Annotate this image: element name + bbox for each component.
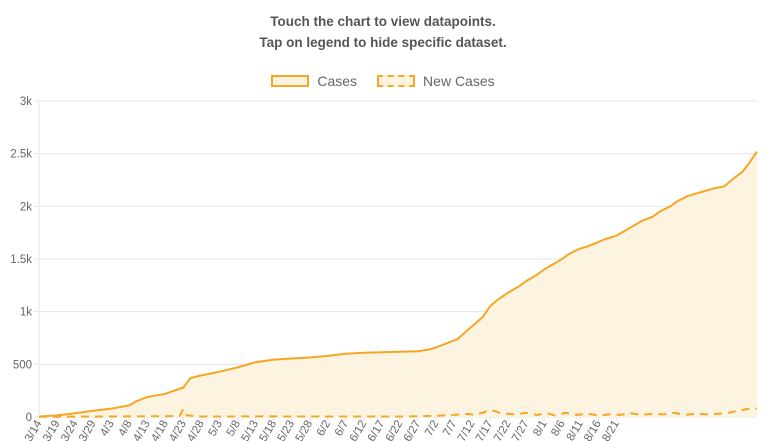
legend-label-cases: Cases <box>317 73 358 89</box>
y-tick-label: 1.5k <box>10 254 32 266</box>
x-tick-label: 8/1 <box>531 419 549 439</box>
y-tick-label: 0 <box>26 412 32 424</box>
y-tick-label: 500 <box>13 359 32 371</box>
x-tick-label: 5/3 <box>207 419 225 439</box>
x-axis-ticks: 3/143/193/243/29 4/3 4/84/134/184/234/28 5/… <box>23 418 622 441</box>
series-line-cases[interactable] <box>38 151 758 418</box>
instruction-line-1: Touch the chart to view datapoints. <box>270 14 496 29</box>
instruction-line-2: Tap on legend to hide specific dataset. <box>259 35 507 50</box>
legend-item-cases[interactable]: Cases <box>271 73 357 89</box>
y-tick-label: 2.5k <box>10 149 32 161</box>
x-tick-label: 7/2 <box>423 419 441 439</box>
x-tick-label: 3/29 <box>77 419 99 441</box>
legend-swatch-dashed <box>377 75 416 87</box>
chart-series <box>38 151 758 418</box>
chart-instructions: Touch the chart to view datapoints. Tap … <box>0 11 766 53</box>
x-tick-label: 4/28 <box>185 419 207 441</box>
x-tick-label: 6/27 <box>402 419 424 441</box>
x-tick-label: 4/3 <box>98 419 116 439</box>
series-line-new-cases[interactable] <box>38 407 758 418</box>
y-tick-label: 1k <box>20 307 32 319</box>
x-tick-label: 5/28 <box>294 419 316 441</box>
chart-legend: Cases New Cases <box>0 73 766 89</box>
y-tick-label: 2k <box>20 201 32 213</box>
legend-label-new-cases: New Cases <box>423 73 495 89</box>
y-axis-ticks: 0 500 1k 1.5k 2k 2.5k 3k <box>10 96 32 424</box>
x-tick-label: 8/21 <box>600 419 622 441</box>
legend-item-new-cases[interactable]: New Cases <box>377 73 495 89</box>
x-tick-label: 7/27 <box>510 419 532 441</box>
x-tick-label: 6/2 <box>315 419 333 439</box>
y-tick-label: 3k <box>20 96 32 108</box>
series-area-cases <box>39 151 757 417</box>
legend-swatch-solid <box>271 75 310 87</box>
